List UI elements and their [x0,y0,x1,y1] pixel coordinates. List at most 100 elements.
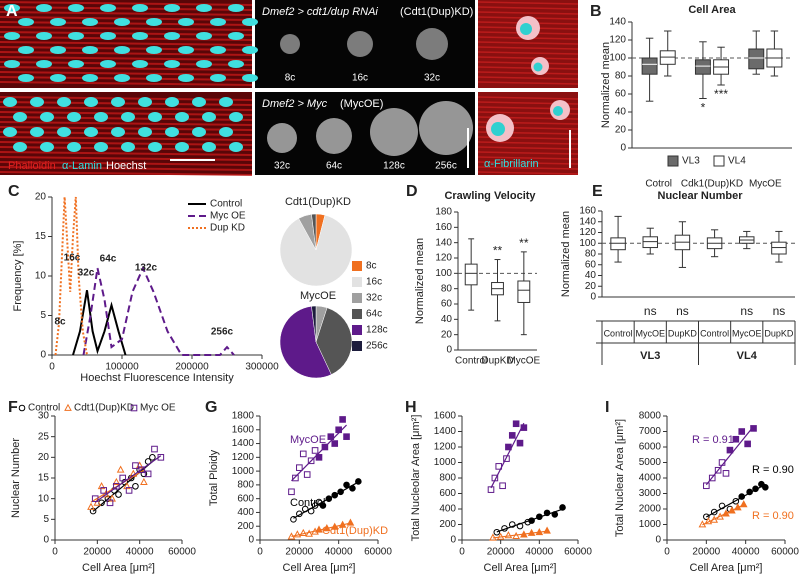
y-tick-label: 30 [38,411,50,422]
nucleus [280,34,300,54]
line-series [72,290,127,356]
nucleus [94,142,108,152]
series-label: Control [290,497,325,509]
point [710,508,718,516]
point [307,507,315,515]
point [752,485,759,493]
y-axis-label: Frequency [%] [12,241,24,312]
nucleus [30,97,44,107]
point [323,524,331,532]
point [115,491,122,498]
nucleus [68,4,84,12]
nucleus [165,127,179,137]
fiber [0,161,253,166]
annotation: ** [519,236,529,250]
point [501,525,508,532]
y-tick-label: 0 [446,345,452,356]
point [311,502,319,509]
point [535,527,544,536]
ploidy-label: 32c [274,161,290,172]
x-axis-label: Hoechst Fluorescence Intensity [80,372,234,384]
point [512,420,520,428]
chart-title: Nuclear Number [658,190,744,202]
fiber [477,61,579,65]
nucleus [3,97,17,107]
point [311,447,319,454]
x-tick-label: 40000 [126,547,154,558]
y-tick-label: 20 [615,125,627,136]
y-tick-label: 800 [439,473,456,484]
point [703,513,710,521]
y-tick-label: 1200 [232,452,255,463]
x-tick-label: 100000 [105,362,139,373]
point [343,433,350,440]
fiber [477,156,579,160]
point [293,530,302,538]
point [738,428,746,435]
point [733,503,742,511]
fiber [0,136,253,141]
y-axis-label: Normalized mean [414,238,426,324]
point [321,443,329,451]
chart-title: Crawling Velocity [444,190,536,202]
nucleus [242,46,258,54]
point [325,495,333,502]
x-tick-label: 20000 [487,547,515,558]
y-axis-label: Normalized mean [600,42,612,128]
nucleus [219,97,233,107]
legend-label: 16c [366,277,382,288]
x-tick-label: MycOE [732,328,762,338]
nucleus [175,112,189,122]
fiber [477,46,579,50]
fiber [477,71,579,75]
point [496,532,505,540]
x-tick-label: MycOE [635,328,665,338]
y-tick-label: 0 [43,535,49,546]
condition: (MycOE) [340,98,383,110]
panel-letter: E [592,183,603,200]
point [315,454,323,461]
point [299,528,308,537]
point [512,531,520,540]
x-tick-label: 0 [52,547,58,558]
x-tick-label: 20000 [285,547,313,558]
point [315,525,323,533]
point [113,482,120,490]
point [287,532,296,540]
point [327,433,335,440]
nucleus [210,18,226,26]
nucleus [202,112,216,122]
nucleus [50,74,66,82]
y-tick-label: 140 [579,216,596,227]
x-axis-label: Cell Area [μm²] [82,562,155,574]
y-tick-label: 4000 [639,473,662,484]
point [319,502,327,509]
point [718,502,726,510]
point [296,510,303,518]
legend-swatch [667,155,679,167]
box [748,48,765,70]
ploidy-label: 8c [285,73,296,84]
x-tick-label: 60000 [168,547,196,558]
stain-label: Phalloidin [8,160,56,172]
nucleus [229,142,243,152]
fiber [477,161,579,165]
legend-label: Myc OE [140,403,176,414]
panel-letter: G [205,399,217,416]
x-tick-label: 20000 [83,547,111,558]
box [464,263,478,286]
x-tick-label: 20000 [692,547,720,558]
nucleus [114,18,130,26]
box [694,59,711,75]
x-axis-label: Cell Area [μm²] [690,562,763,574]
y-tick-label: 8000 [639,411,662,422]
nucleus [192,127,206,137]
nucleus [178,18,194,26]
y-tick-label: 180 [435,207,452,218]
nucleus [36,32,52,40]
annotation: 16c [64,253,81,264]
legend-label: 32c [366,293,382,304]
y-tick-label: 120 [609,35,626,46]
y-axis-label: Total Ploidy [208,449,220,506]
